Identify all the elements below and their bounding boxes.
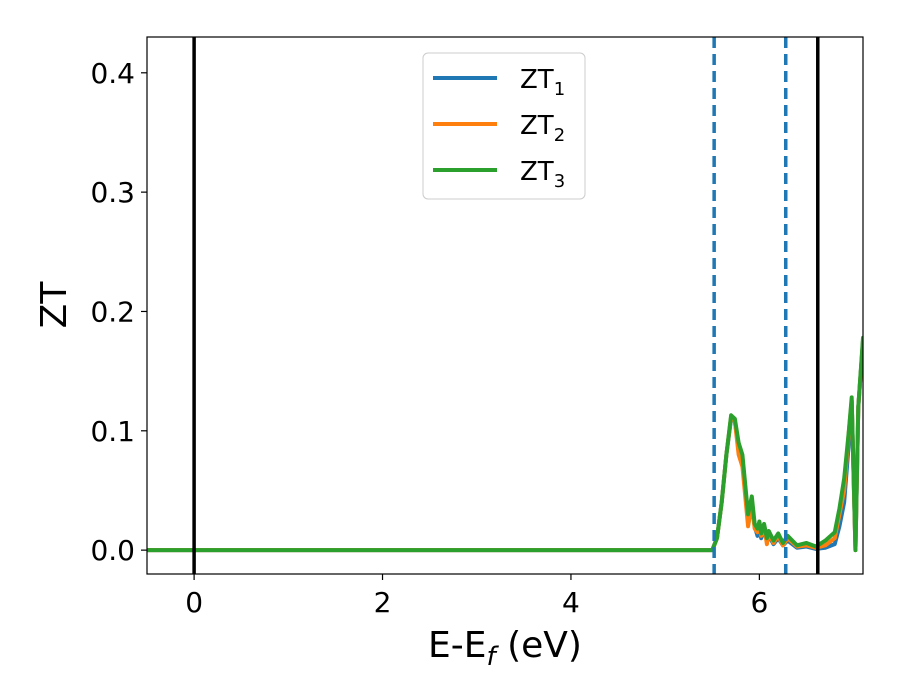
x-tick-label: 4 [562,586,580,619]
legend-label-zt1: ZT1 [520,65,565,100]
legend-label-zt2: ZT2 [520,111,565,146]
x-tick-label: 0 [185,586,203,619]
x-axis-ticks: 0 2 4 6 [185,574,768,619]
x-axis-label: E-Ef (eV) [428,625,582,672]
series-line-zt3 [147,335,863,553]
y-tick-label: 0.1 [90,415,135,448]
axes-frame [146,36,864,575]
y-axis-ticks: 0.0 0.1 0.2 0.3 0.4 [90,57,147,567]
y-tick-label: 0.2 [90,295,135,328]
legend: ZT1 ZT2 ZT3 [422,52,586,200]
y-tick-label: 0.0 [90,534,135,567]
legend-box [422,52,586,200]
legend-label-zt3: ZT3 [520,157,565,192]
y-tick-label: 0.3 [90,176,135,209]
x-tick-label: 6 [750,586,768,619]
series-layer [147,335,863,553]
x-tick-label: 2 [374,586,392,619]
y-tick-label: 0.4 [90,57,135,90]
vline-layer [192,37,820,574]
y-axis-label: ZT [34,281,75,329]
